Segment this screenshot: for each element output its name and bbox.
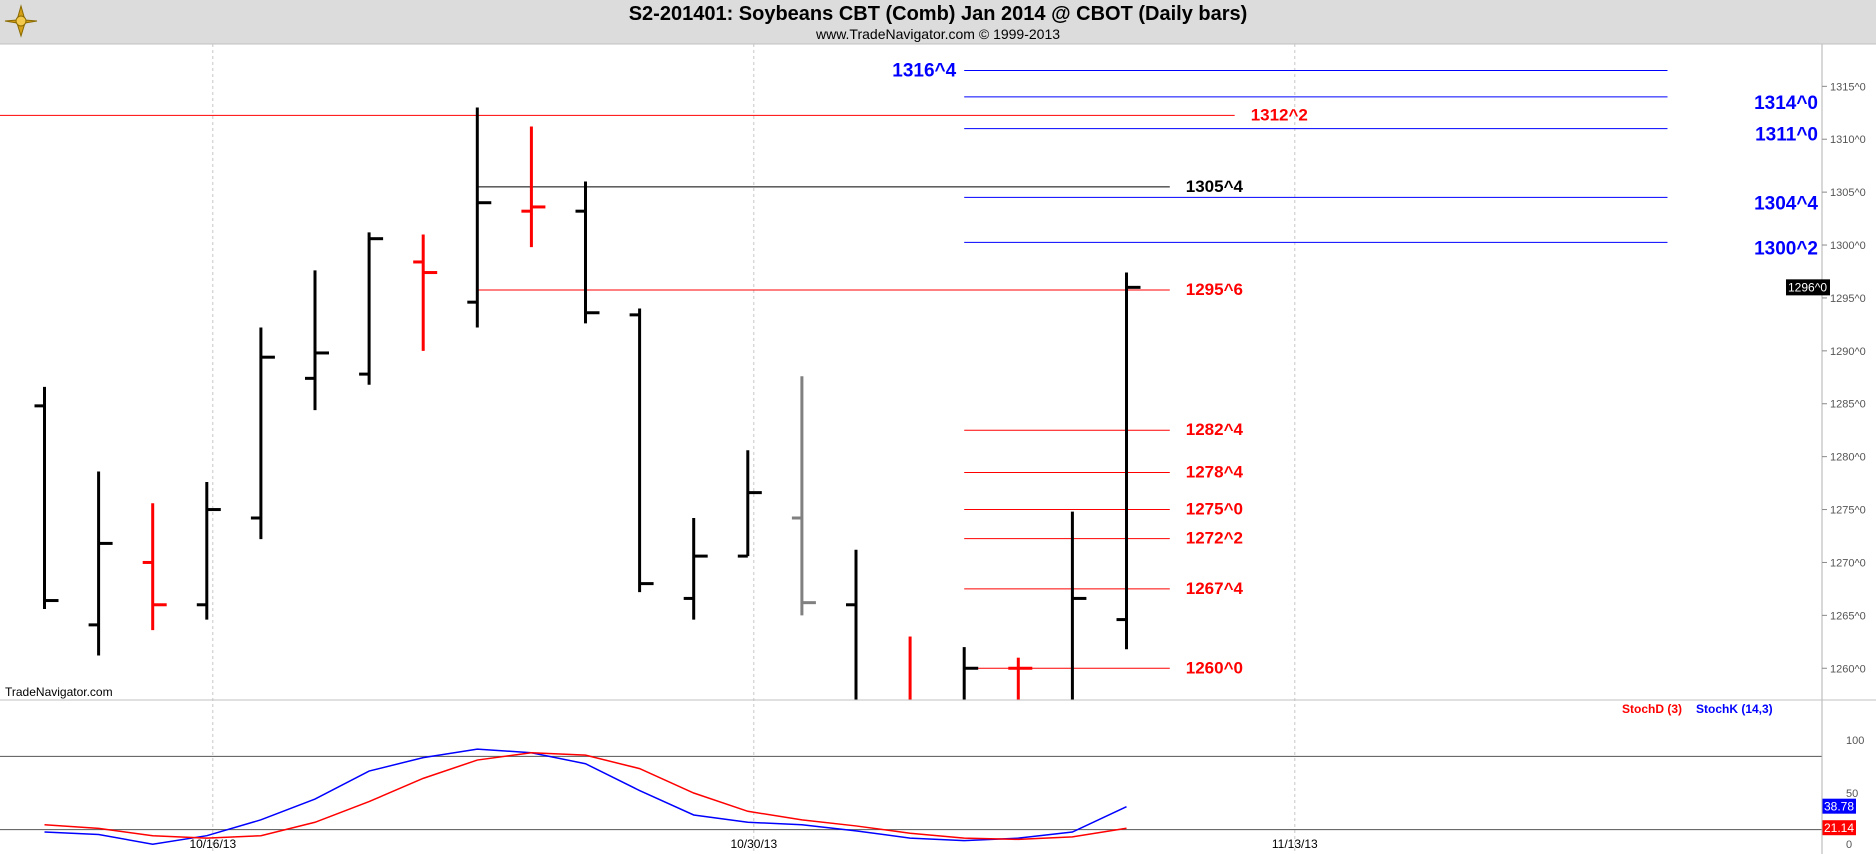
level-label: 1311^0 xyxy=(1755,125,1818,146)
ohlc-bar xyxy=(142,503,167,631)
y-tick-label: 1280^0 xyxy=(1830,452,1866,464)
level-label: 1300^2 xyxy=(1754,238,1818,259)
stoch-legend-entry: StochK (14,3) xyxy=(1696,702,1773,716)
level-label: 1304^4 xyxy=(1754,193,1818,214)
stoch-value-box xyxy=(1822,798,1856,814)
ohlc-bar xyxy=(467,107,492,328)
grid-lines xyxy=(212,44,1296,854)
stoch-series-line xyxy=(44,748,1127,846)
level-label: 1295^6 xyxy=(1186,280,1243,299)
price-levels: 1316^4 1314^0 1312^2 1311^0 1305^4 1304^4 1300… xyxy=(0,60,1818,677)
y-tick-label: 1275^0 xyxy=(1830,505,1866,517)
y-tick-label: 1290^0 xyxy=(1830,346,1866,358)
x-tick-label: 11/13/13 xyxy=(1272,837,1318,851)
ohlc-bar xyxy=(413,234,438,351)
stoch-series-line xyxy=(44,751,1127,841)
ohlc-bar xyxy=(683,518,708,620)
ohlc-bar xyxy=(962,647,979,700)
stoch-legend-entry: StochD (3) xyxy=(1622,702,1682,716)
x-tick-label: 10/30/13 xyxy=(730,837,777,851)
level-label: 1275^0 xyxy=(1186,500,1243,519)
ohlc-bar xyxy=(250,327,275,540)
y-tick-label: 1265^0 xyxy=(1830,610,1866,622)
ohlc-bar xyxy=(88,471,113,656)
y-tick-label: 1260^0 xyxy=(1830,663,1866,675)
level-label: 1312^2 xyxy=(1251,105,1308,124)
y-tick-label: 1285^0 xyxy=(1830,399,1866,411)
x-tick-label: 10/16/13 xyxy=(189,837,236,851)
level-label: 1282^4 xyxy=(1186,420,1244,439)
y-tick-label: 1315^0 xyxy=(1830,81,1866,93)
y-tick-label: 1310^0 xyxy=(1830,134,1866,146)
level-label: 1314^0 xyxy=(1754,93,1818,114)
y-tick-label: 1300^0 xyxy=(1830,240,1866,252)
ohlc-bar xyxy=(575,181,600,324)
ohlc-bar xyxy=(629,308,654,593)
chart-title: S2-201401: Soybeans CBT (Comb) Jan 2014 … xyxy=(628,3,1248,25)
axes: 10/16/13 10/30/13 11/13/13 1260^0 1265^0 1270… xyxy=(0,43,1876,854)
last-price-label: 1296^0 xyxy=(1788,280,1827,294)
tradenavigator-logo-icon xyxy=(4,4,38,38)
y-tick-label: 1305^0 xyxy=(1830,187,1866,199)
ohlc-bar xyxy=(305,270,329,411)
ohlc-bar xyxy=(196,482,221,620)
stochastic-panel: 100 50 0 StochD (3) StochK (14,3) 38.78 21.14 xyxy=(0,702,1864,851)
watermark-text: TradeNavigator.com xyxy=(5,685,113,699)
stoch-value-box xyxy=(1822,820,1856,836)
ohlc-bar xyxy=(521,126,546,248)
level-label: 1305^4 xyxy=(1186,177,1244,196)
ohlc-bars xyxy=(34,107,1141,700)
level-label: 1272^2 xyxy=(1186,529,1243,548)
level-label: 1278^4 xyxy=(1186,463,1244,482)
stoch-value-label: 21.14 xyxy=(1824,821,1854,835)
chart-header: S2-201401: Soybeans CBT (Comb) Jan 2014 … xyxy=(0,0,1876,44)
stoch-y-tick-label: 100 xyxy=(1846,735,1864,747)
level-label: 1316^4 xyxy=(892,60,956,81)
level-label: 1267^4 xyxy=(1186,579,1244,598)
level-label: 1260^0 xyxy=(1186,658,1243,677)
stoch-value-label: 38.78 xyxy=(1824,800,1854,814)
ohlc-bar xyxy=(846,549,858,700)
ohlc-bar xyxy=(737,450,762,558)
ohlc-bar xyxy=(1008,657,1033,700)
last-price-box xyxy=(1786,279,1830,296)
stoch-y-tick-label: 0 xyxy=(1846,839,1852,851)
stoch-y-tick-label: 50 xyxy=(1846,788,1858,800)
y-tick-label: 1295^0 xyxy=(1830,293,1866,305)
ohlc-bar xyxy=(791,376,816,616)
ohlc-bar xyxy=(1116,272,1141,650)
ohlc-bar xyxy=(1070,511,1087,700)
chart-subtitle: www.TradeNavigator.com © 1999-2013 xyxy=(815,26,1061,42)
ohlc-bar xyxy=(34,386,59,610)
y-tick-label: 1270^0 xyxy=(1830,557,1866,569)
ohlc-bar xyxy=(359,232,384,385)
